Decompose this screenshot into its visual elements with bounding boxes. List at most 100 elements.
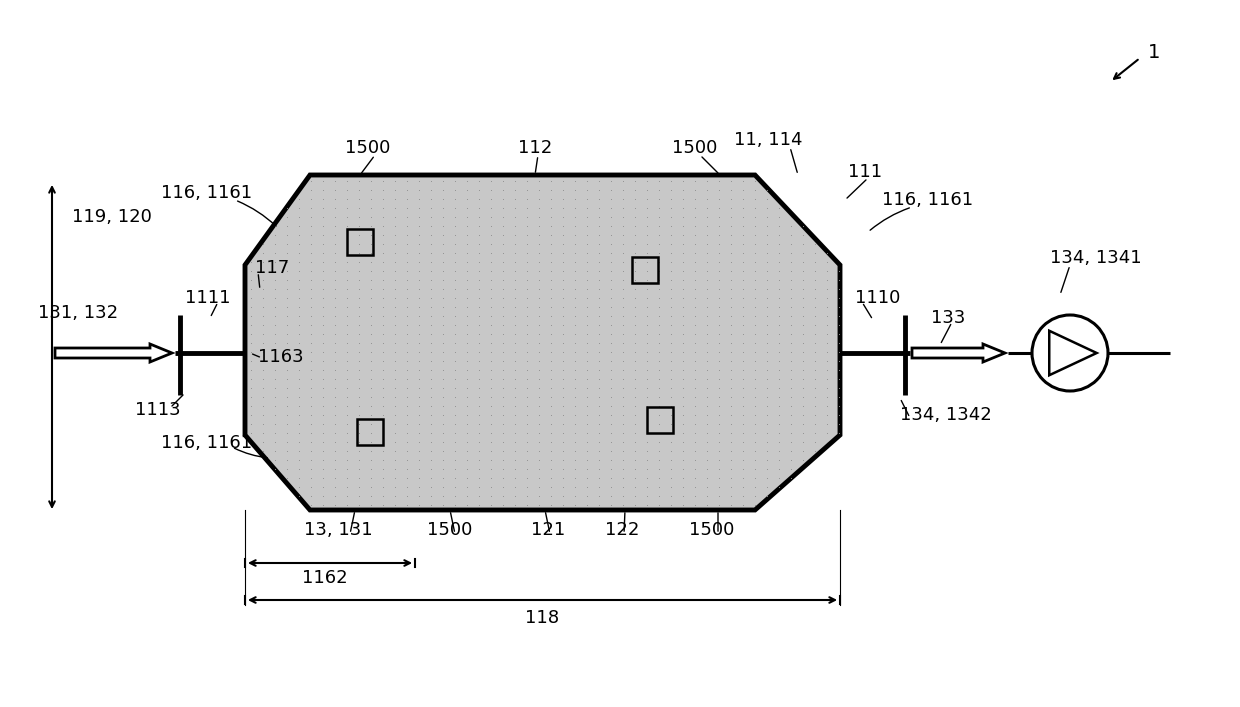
Point	[469, 247, 489, 259]
Point	[697, 427, 717, 438]
Point	[517, 274, 537, 286]
Point	[637, 328, 657, 339]
Point	[361, 499, 381, 510]
Point	[422, 436, 441, 448]
Point	[445, 229, 465, 240]
Point	[565, 301, 585, 312]
Point	[529, 419, 549, 430]
Point	[505, 185, 525, 196]
Point	[361, 265, 381, 276]
Point	[745, 175, 765, 187]
Point	[830, 356, 849, 367]
Point	[301, 238, 321, 250]
Point	[637, 211, 657, 223]
Point	[422, 265, 441, 276]
Point	[613, 427, 632, 438]
Point	[684, 392, 704, 403]
Point	[601, 455, 621, 466]
Point	[805, 265, 825, 276]
Point	[758, 382, 777, 394]
Point	[661, 238, 681, 250]
Point	[312, 247, 332, 259]
Point	[277, 445, 296, 457]
Point	[312, 400, 332, 411]
Point	[577, 491, 596, 502]
Point	[422, 364, 441, 375]
Point	[361, 310, 381, 322]
Point	[709, 328, 729, 339]
Point	[289, 392, 309, 403]
Point	[781, 247, 801, 259]
Point	[325, 463, 345, 474]
Point	[337, 247, 357, 259]
Point	[661, 274, 681, 286]
Point	[361, 247, 381, 259]
Point	[361, 202, 381, 214]
Point	[481, 364, 501, 375]
Point	[758, 436, 777, 448]
Point	[684, 274, 704, 286]
Point	[805, 346, 825, 358]
Point	[433, 284, 453, 295]
Point	[625, 455, 645, 466]
Point	[697, 238, 717, 250]
Point	[745, 274, 765, 286]
Point	[494, 247, 513, 259]
Point	[445, 257, 465, 268]
Point	[601, 337, 621, 349]
Point	[684, 175, 704, 187]
Point	[373, 247, 393, 259]
Point	[277, 247, 296, 259]
Point	[529, 427, 549, 438]
Point	[325, 373, 345, 385]
Point	[541, 364, 560, 375]
Point	[541, 356, 560, 367]
Point	[529, 175, 549, 187]
Point	[469, 193, 489, 204]
Point	[277, 265, 296, 276]
Point	[601, 310, 621, 322]
Point	[517, 265, 537, 276]
Point	[830, 382, 849, 394]
Point	[458, 221, 477, 232]
Point	[386, 499, 405, 510]
Point	[469, 356, 489, 367]
Point	[325, 392, 345, 403]
Point	[386, 247, 405, 259]
Point	[553, 392, 573, 403]
Point	[433, 247, 453, 259]
Point	[661, 247, 681, 259]
Point	[794, 382, 813, 394]
Point	[553, 211, 573, 223]
Point	[337, 463, 357, 474]
Point	[409, 247, 429, 259]
Point	[529, 301, 549, 312]
Point	[805, 400, 825, 411]
Point	[386, 320, 405, 331]
Point	[458, 409, 477, 421]
Point	[337, 274, 357, 286]
Point	[758, 455, 777, 466]
Point	[709, 274, 729, 286]
Point	[277, 472, 296, 484]
Point	[805, 364, 825, 375]
Point	[409, 400, 429, 411]
Point	[722, 211, 742, 223]
Point	[553, 193, 573, 204]
Point	[661, 481, 681, 493]
Point	[386, 481, 405, 493]
Point	[625, 202, 645, 214]
Polygon shape	[55, 344, 172, 362]
Point	[781, 472, 801, 484]
Point	[745, 364, 765, 375]
Point	[722, 356, 742, 367]
Point	[481, 284, 501, 295]
Point	[781, 392, 801, 403]
Point	[529, 238, 549, 250]
Point	[517, 373, 537, 385]
Point	[697, 265, 717, 276]
Point	[469, 499, 489, 510]
Point	[373, 202, 393, 214]
Point	[529, 257, 549, 268]
Point	[458, 292, 477, 303]
